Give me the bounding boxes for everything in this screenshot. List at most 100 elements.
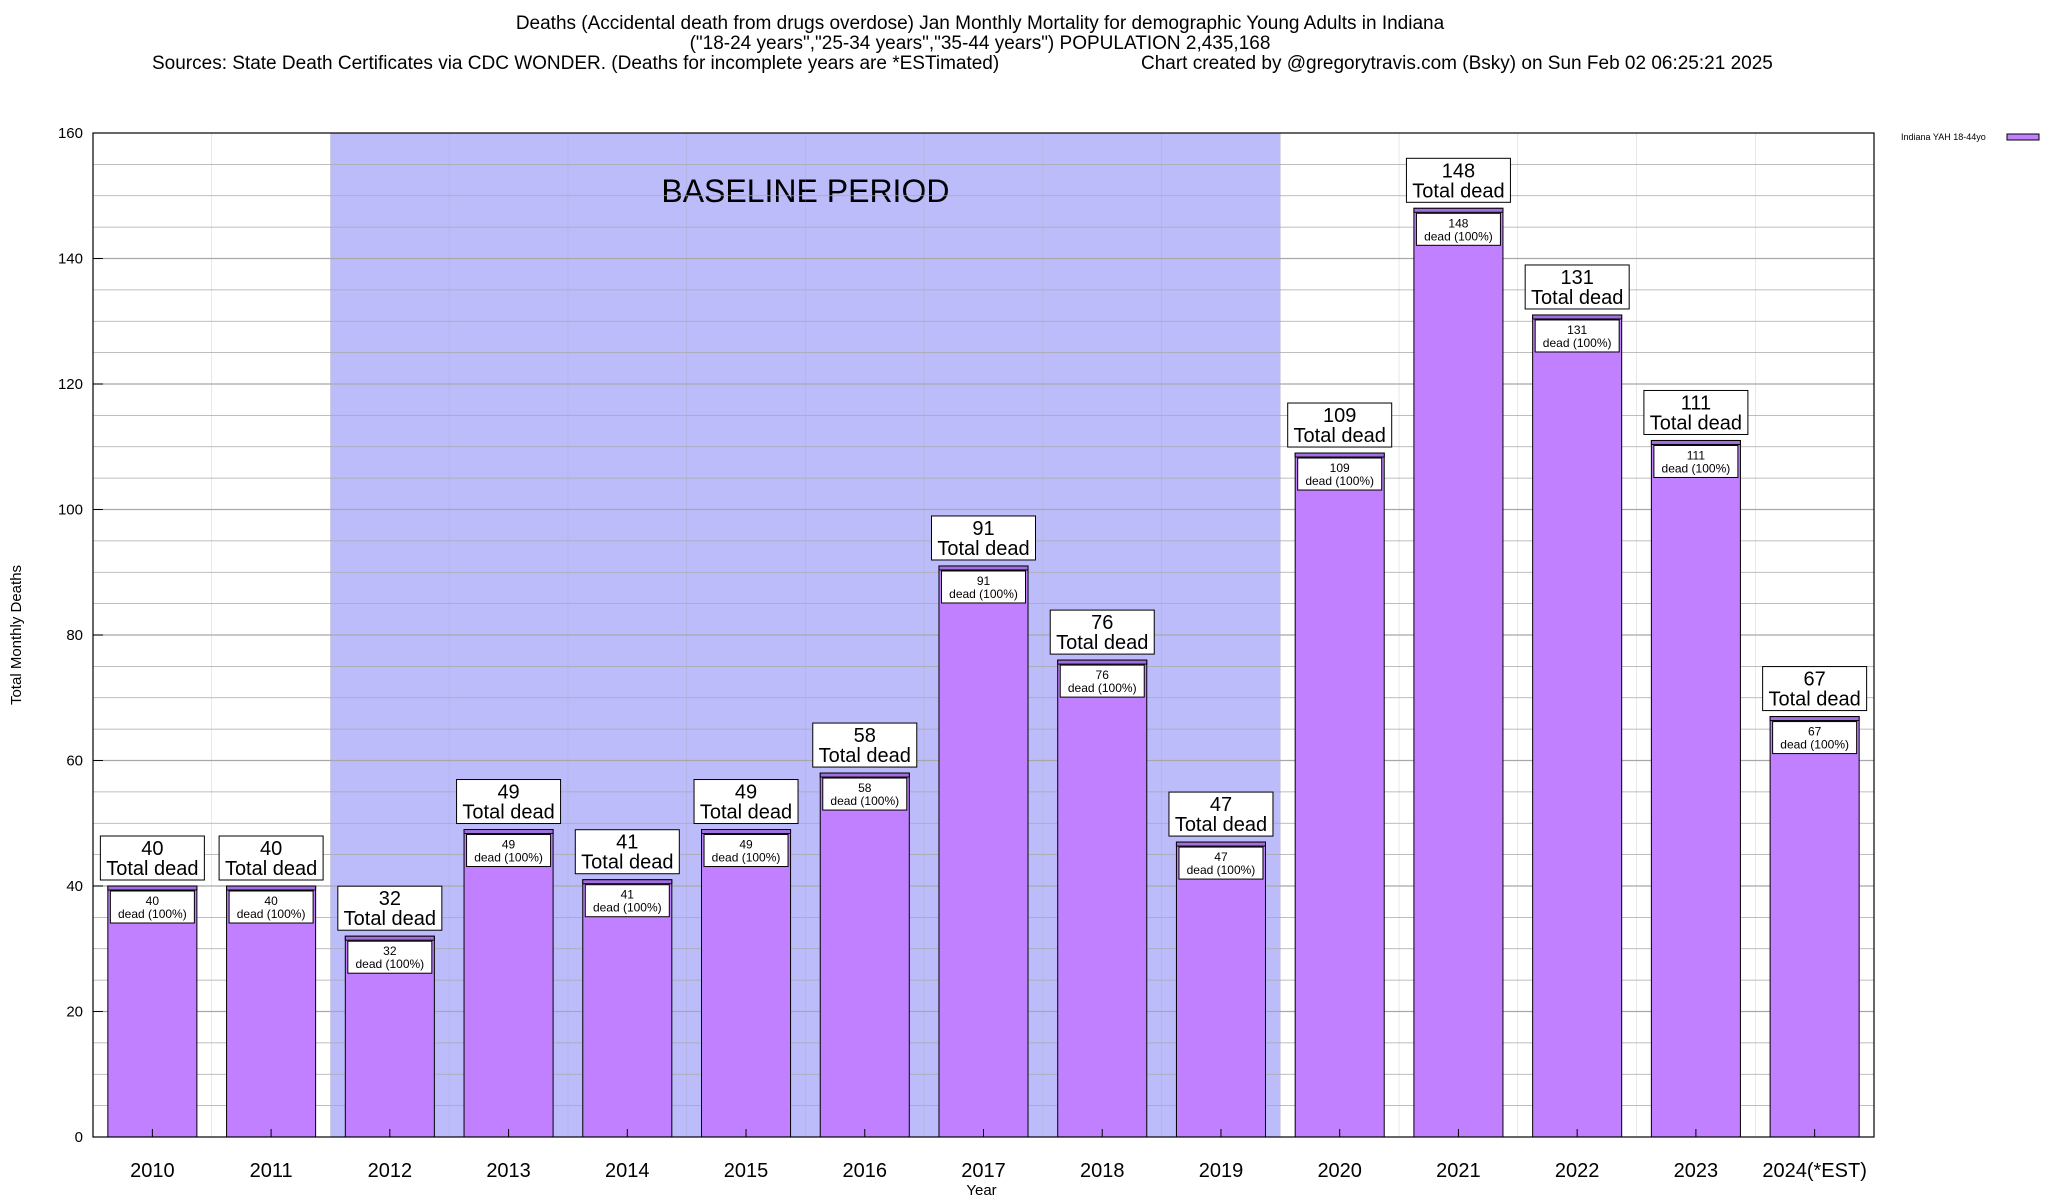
bar xyxy=(582,879,673,1138)
inner-label-value: 49 xyxy=(739,838,753,852)
total-label-text: Total dead xyxy=(344,908,436,930)
total-label-box xyxy=(1287,402,1393,448)
y-tick-label: 140 xyxy=(58,251,83,268)
total-label-value: 41 xyxy=(616,832,638,854)
bar xyxy=(1769,716,1860,1138)
y-tick-label: 60 xyxy=(66,753,83,770)
legend-label: Indiana YAH 18-44yo xyxy=(1901,132,1986,142)
total-label-text: Total dead xyxy=(1412,180,1504,202)
total-label-value: 58 xyxy=(854,725,876,747)
total-label-box xyxy=(99,835,205,881)
x-tick-label: 2019 xyxy=(1199,1160,1244,1182)
inner-label-value: 91 xyxy=(977,574,991,588)
total-label-value: 91 xyxy=(972,518,994,540)
inner-label-value: 148 xyxy=(1448,216,1468,230)
inner-label-value: 131 xyxy=(1567,323,1587,337)
bar-cap xyxy=(819,772,910,778)
inner-label-value: 109 xyxy=(1330,461,1350,475)
bar-cap xyxy=(344,935,435,941)
total-label-text: Total dead xyxy=(819,745,911,767)
x-tick-label: 2024(*EST) xyxy=(1762,1160,1867,1182)
x-tick-label: 2016 xyxy=(843,1160,888,1182)
x-tick-label: 2022 xyxy=(1555,1160,1600,1182)
total-label-box xyxy=(1405,157,1511,203)
inner-label-text: dead (100%) xyxy=(237,907,306,921)
total-label-box xyxy=(931,515,1036,561)
bar xyxy=(1532,314,1623,1138)
total-label-value: 40 xyxy=(260,838,282,860)
chart-subtitle: ("18-24 years","25-34 years","35-44 year… xyxy=(689,33,1271,54)
inner-label-value: 111 xyxy=(1687,448,1706,462)
total-label-box xyxy=(693,779,799,825)
total-label-box xyxy=(812,722,918,768)
y-tick-label: 160 xyxy=(58,125,83,142)
inner-label-text: dead (100%) xyxy=(949,587,1018,601)
x-tick-label: 2015 xyxy=(724,1160,769,1182)
bar-cap xyxy=(1413,207,1504,213)
bar xyxy=(938,565,1029,1138)
total-label-value: 109 xyxy=(1323,405,1356,427)
total-label-text: Total dead xyxy=(462,802,554,824)
total-label-text: Total dead xyxy=(700,802,792,824)
total-label-box xyxy=(1049,609,1155,655)
inner-label-value: 58 xyxy=(858,781,872,795)
inner-label-text: dead (100%) xyxy=(1780,738,1849,752)
x-tick-label: 2018 xyxy=(1080,1160,1125,1182)
inner-label-box xyxy=(1415,212,1501,246)
total-label-box xyxy=(574,829,680,875)
inner-label-text: dead (100%) xyxy=(355,957,424,971)
bar-cap xyxy=(938,565,1029,571)
inner-label-box xyxy=(1534,319,1620,353)
total-label-text: Total dead xyxy=(937,538,1029,560)
inner-label-text: dead (100%) xyxy=(1662,461,1731,475)
x-axis-label: Year xyxy=(966,1182,996,1199)
y-tick-label: 120 xyxy=(58,376,83,393)
total-label-text: Total dead xyxy=(1768,689,1860,711)
total-label-value: 148 xyxy=(1442,160,1475,182)
bar-cap xyxy=(1057,659,1148,665)
inner-label-text: dead (100%) xyxy=(1068,681,1137,695)
inner-label-value: 76 xyxy=(1096,668,1110,682)
inner-label-box xyxy=(228,890,314,924)
total-label-box xyxy=(456,779,562,825)
bar xyxy=(1294,452,1385,1138)
total-label-value: 49 xyxy=(735,782,757,804)
bar-cap xyxy=(1650,439,1741,445)
total-label-box xyxy=(1524,264,1630,310)
y-tick-label: 0 xyxy=(75,1129,83,1146)
bar xyxy=(701,829,792,1138)
y-tick-label: 100 xyxy=(58,502,83,519)
inner-label-box xyxy=(1653,444,1739,478)
y-tick-label: 20 xyxy=(66,1004,83,1021)
bar xyxy=(463,829,554,1138)
x-tick-label: 2011 xyxy=(250,1160,293,1182)
bar xyxy=(1057,659,1148,1138)
total-label-text: Total dead xyxy=(225,858,317,880)
x-tick-label: 2012 xyxy=(368,1160,413,1182)
legend-swatch xyxy=(2006,133,2040,141)
chart-source-note: Sources: State Death Certificates via CD… xyxy=(152,53,1000,74)
total-label-box xyxy=(1762,666,1868,712)
inner-label-box xyxy=(347,940,433,974)
inner-label-box xyxy=(822,777,908,811)
bar xyxy=(107,885,198,1138)
bar xyxy=(1175,841,1266,1138)
inner-label-value: 40 xyxy=(146,894,160,908)
x-tick-label: 2023 xyxy=(1674,1160,1719,1182)
inner-label-box xyxy=(1059,664,1145,698)
inner-label-value: 32 xyxy=(383,944,397,958)
inner-label-box xyxy=(941,570,1026,604)
inner-label-text: dead (100%) xyxy=(593,901,662,915)
total-label-value: 131 xyxy=(1560,267,1593,289)
inner-label-text: dead (100%) xyxy=(830,794,899,808)
inner-label-value: 40 xyxy=(264,894,278,908)
y-tick-label: 40 xyxy=(66,878,83,895)
total-label-value: 47 xyxy=(1210,794,1232,816)
x-tick-label: 2013 xyxy=(486,1160,531,1182)
inner-label-value: 49 xyxy=(502,838,516,852)
total-label-text: Total dead xyxy=(1531,287,1623,309)
bar-cap xyxy=(1294,452,1385,458)
bar xyxy=(226,885,317,1138)
